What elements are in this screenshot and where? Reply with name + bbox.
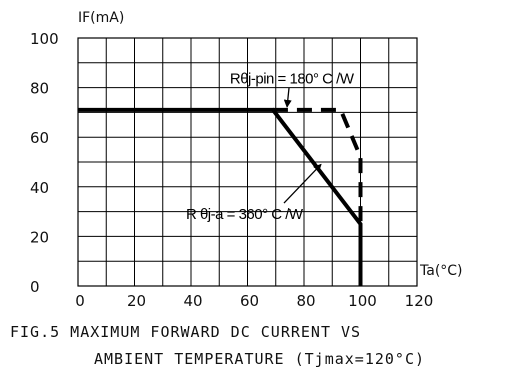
y-axis-label: IF(mA) bbox=[78, 10, 124, 26]
y-tick-label: 20 bbox=[30, 228, 49, 246]
y-tick-label: 80 bbox=[30, 80, 49, 98]
caption-line-1: FIG.5 MAXIMUM FORWARD DC CURRENT VS bbox=[10, 323, 361, 341]
caption-line-2: AMBIENT TEMPERATURE (Tjmax=120°C) bbox=[94, 350, 425, 368]
plot-frame bbox=[77, 37, 418, 287]
x-axis-label: Ta(°C) bbox=[419, 263, 463, 279]
annotation-label: R θj-a = 360° C /W bbox=[186, 206, 304, 223]
x-tick-label: 40 bbox=[183, 292, 202, 310]
series-line-dashed bbox=[272, 107, 363, 224]
x-tick-label: 100 bbox=[348, 292, 377, 310]
tick-labels: 0 20 40 60 80 100 120 0 20 40 60 80 100 bbox=[30, 30, 433, 310]
annotation-label: Rθj-pin = 180° C /W bbox=[230, 71, 355, 88]
x-tick-label: 20 bbox=[127, 292, 146, 310]
y-tick-label: 0 bbox=[30, 278, 40, 296]
x-tick-label: 80 bbox=[296, 292, 315, 310]
x-tick-label: 60 bbox=[240, 292, 259, 310]
x-tick-label: 0 bbox=[75, 292, 85, 310]
plot-border bbox=[77, 37, 418, 287]
annotations: Rθj-pin = 180° C /W R θj-a = 360° C /W bbox=[186, 71, 355, 223]
x-tick-label: 120 bbox=[405, 292, 434, 310]
annotation-arrow bbox=[283, 87, 292, 108]
y-tick-label: 60 bbox=[30, 129, 49, 147]
y-tick-label: 100 bbox=[30, 30, 59, 48]
y-tick-label: 40 bbox=[30, 179, 49, 197]
annotation-arrow bbox=[283, 163, 322, 204]
